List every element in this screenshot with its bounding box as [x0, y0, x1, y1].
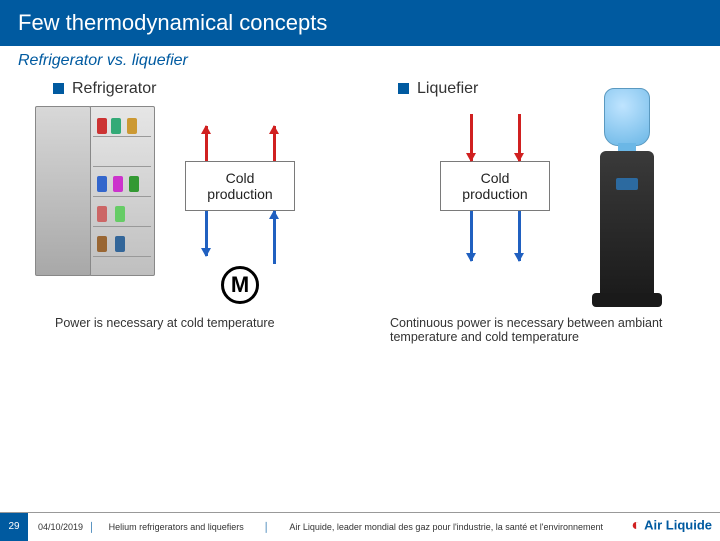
page-number: 29 [0, 513, 28, 541]
refrigerator-column: Refrigerator Cold production [35, 76, 355, 356]
subtitle-wrap: Refrigerator vs. liquefier [0, 46, 720, 76]
arrow-blue-icon [273, 211, 276, 264]
liquefier-column: Liquefier Cold production Continuous pow… [380, 76, 700, 356]
arrow-red-icon [518, 114, 521, 161]
footer: 29 04/10/2019 │ Helium refrigerators and… [0, 512, 720, 540]
bullet-square-icon [53, 83, 64, 94]
logo-text: Air Liquide [644, 517, 712, 532]
arrow-blue-icon [470, 211, 473, 261]
arrow-red-icon [273, 126, 276, 161]
slide-subtitle: Refrigerator vs. liquefier [0, 46, 206, 76]
separator-icon: │ [89, 522, 95, 532]
liquefier-heading-text: Liquefier [417, 80, 478, 97]
arrow-blue-icon [205, 211, 208, 256]
content-area: Refrigerator Cold production [0, 76, 720, 466]
cold-production-box-right: Cold production [440, 161, 550, 211]
refrigerator-heading-text: Refrigerator [72, 80, 156, 97]
separator-icon: │ [264, 522, 270, 532]
refrigerator-caption: Power is necessary at cold temperature [55, 316, 355, 330]
air-liquide-logo: ◐ Air Liquide [631, 517, 712, 535]
arrow-red-icon [205, 126, 208, 161]
footer-mid: Helium refrigerators and liquefiers [109, 522, 244, 532]
refrigerator-icon [35, 106, 155, 276]
motor-icon: M [221, 266, 259, 304]
footer-tagline: Air Liquide, leader mondial des gaz pour… [289, 522, 603, 532]
arrow-blue-icon [518, 211, 521, 261]
water-cooler-icon [592, 88, 662, 318]
refrigerator-heading: Refrigerator [53, 80, 355, 98]
arrow-red-icon [470, 114, 473, 161]
cold-production-box-left: Cold production [185, 161, 295, 211]
liquefier-caption: Continuous power is necessary between am… [390, 316, 690, 344]
footer-date: 04/10/2019 [38, 522, 83, 532]
slide-title: Few thermodynamical concepts [0, 0, 720, 46]
bullet-square-icon [398, 83, 409, 94]
